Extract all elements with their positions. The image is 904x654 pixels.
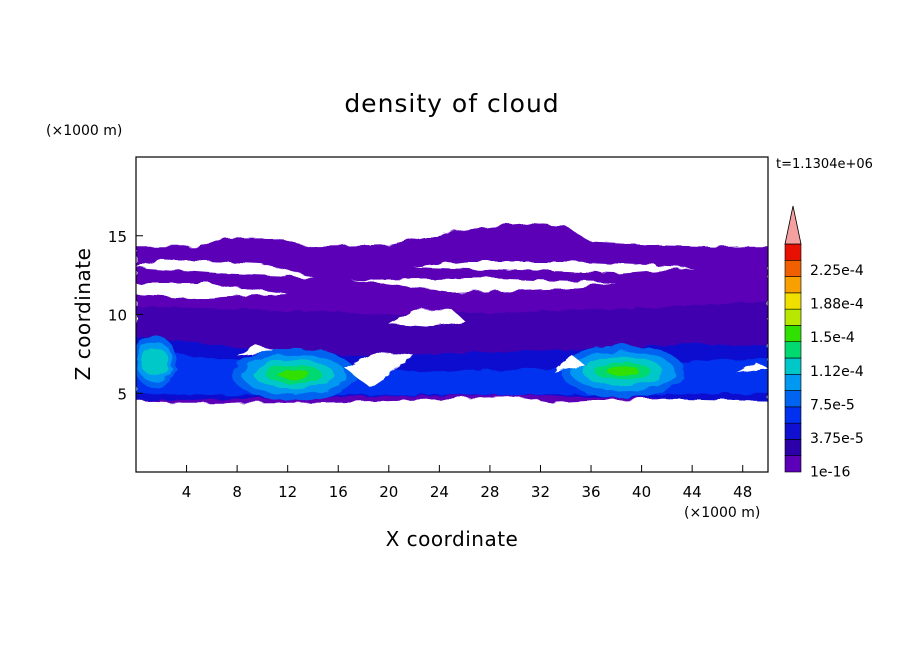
colorbar-swatch <box>784 308 802 326</box>
y-tick-label: 10 <box>108 307 127 325</box>
x-tick-label: 44 <box>683 483 702 501</box>
x-tick-label: 48 <box>733 483 752 501</box>
clear-air-gap <box>414 260 693 274</box>
colorbar-label: 1.88e-4 <box>810 297 864 313</box>
density-core-2 <box>140 347 169 376</box>
colorbar-swatch <box>784 276 802 294</box>
colorbar-swatch <box>784 406 802 424</box>
colorbar-overflow-arrow <box>784 205 802 245</box>
x-tick-label: 32 <box>531 483 550 501</box>
y-axis: 5 10 15 <box>108 228 143 403</box>
x-tick-label: 40 <box>632 483 651 501</box>
x-axis-label: X coordinate <box>386 527 519 551</box>
y-tick-label: 5 <box>117 385 127 403</box>
y-tick-label: 15 <box>108 228 127 246</box>
clear-air-gap <box>388 309 465 328</box>
y-unit-label: (×1000 m) <box>46 123 122 139</box>
colorbar-label: 3.75e-5 <box>810 431 864 447</box>
colorbar-swatch <box>784 341 802 359</box>
colorbar-swatch <box>784 243 802 261</box>
x-tick-label: 8 <box>232 483 242 501</box>
clear-air-gap <box>736 361 768 373</box>
clear-air-gap <box>350 278 617 293</box>
colorbar-label: 1.5e-4 <box>810 330 855 346</box>
time-label: t=1.1304e+06 <box>776 157 873 172</box>
colorbar-swatch <box>784 390 802 408</box>
chart-title: density of cloud <box>344 89 559 118</box>
density-core-4 <box>606 366 639 377</box>
x-tick-label: 36 <box>581 483 600 501</box>
colorbar: 2.25e-4 1.88e-4 1.5e-4 1.12e-4 7.5e-5 3.75e-5… <box>784 205 864 481</box>
density-field <box>136 223 768 403</box>
density-core-4 <box>278 369 310 380</box>
y-axis-label: Z coordinate <box>71 248 95 381</box>
colorbar-swatch <box>784 455 802 473</box>
clear-air-gap <box>553 355 585 372</box>
colorbar-swatch <box>784 357 802 375</box>
clear-air-gap <box>136 283 288 299</box>
colorbar-label: 1e-16 <box>810 465 850 481</box>
x-tick-label: 4 <box>182 483 192 501</box>
colorbar-swatch <box>784 373 802 391</box>
x-tick-label: 12 <box>278 483 297 501</box>
colorbar-swatch <box>784 422 802 440</box>
x-tick-label: 28 <box>480 483 499 501</box>
x-tick-label: 24 <box>430 483 449 501</box>
clear-air-gap <box>237 344 276 356</box>
colorbar-label: 1.12e-4 <box>810 364 864 380</box>
colorbar-swatch <box>784 292 802 310</box>
colorbar-swatch <box>784 259 802 277</box>
plot-area <box>136 223 768 403</box>
clear-air-gap <box>344 352 415 387</box>
x-tick-label: 20 <box>379 483 398 501</box>
colorbar-swatch <box>784 439 802 457</box>
colorbar-label: 7.5e-5 <box>810 397 855 413</box>
colorbar-swatch <box>784 325 802 343</box>
x-axis: 4 8 12 16 20 24 28 32 36 40 44 48 <box>182 465 752 501</box>
clear-air-gap <box>136 259 313 277</box>
x-tick-label: 16 <box>329 483 348 501</box>
x-unit-label: (×1000 m) <box>684 505 760 521</box>
colorbar-label: 2.25e-4 <box>810 263 864 279</box>
